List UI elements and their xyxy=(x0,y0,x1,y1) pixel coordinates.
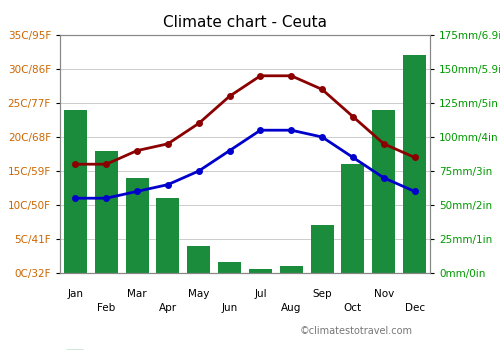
Text: Dec: Dec xyxy=(404,303,424,313)
Text: Jul: Jul xyxy=(254,289,266,299)
Bar xyxy=(64,110,87,273)
Bar xyxy=(126,178,148,273)
Text: Oct: Oct xyxy=(344,303,362,313)
Bar xyxy=(218,262,241,273)
Bar xyxy=(310,225,334,273)
Bar xyxy=(372,110,396,273)
Bar xyxy=(342,164,364,273)
Bar xyxy=(403,55,426,273)
Text: Mar: Mar xyxy=(128,289,147,299)
Text: Feb: Feb xyxy=(97,303,116,313)
Text: Aug: Aug xyxy=(281,303,301,313)
Title: Climate chart - Ceuta: Climate chart - Ceuta xyxy=(163,15,327,30)
Text: Apr: Apr xyxy=(159,303,177,313)
Bar xyxy=(280,266,303,273)
Bar xyxy=(249,269,272,273)
Text: Sep: Sep xyxy=(312,289,332,299)
Bar xyxy=(94,150,118,273)
Text: Jun: Jun xyxy=(222,303,238,313)
Bar xyxy=(156,198,180,273)
Legend: Prec, Min, Max: Prec, Min, Max xyxy=(62,345,226,350)
Text: Nov: Nov xyxy=(374,289,394,299)
Text: ©climatestotravel.com: ©climatestotravel.com xyxy=(300,326,413,336)
Text: May: May xyxy=(188,289,210,299)
Text: Jan: Jan xyxy=(68,289,84,299)
Bar xyxy=(187,246,210,273)
